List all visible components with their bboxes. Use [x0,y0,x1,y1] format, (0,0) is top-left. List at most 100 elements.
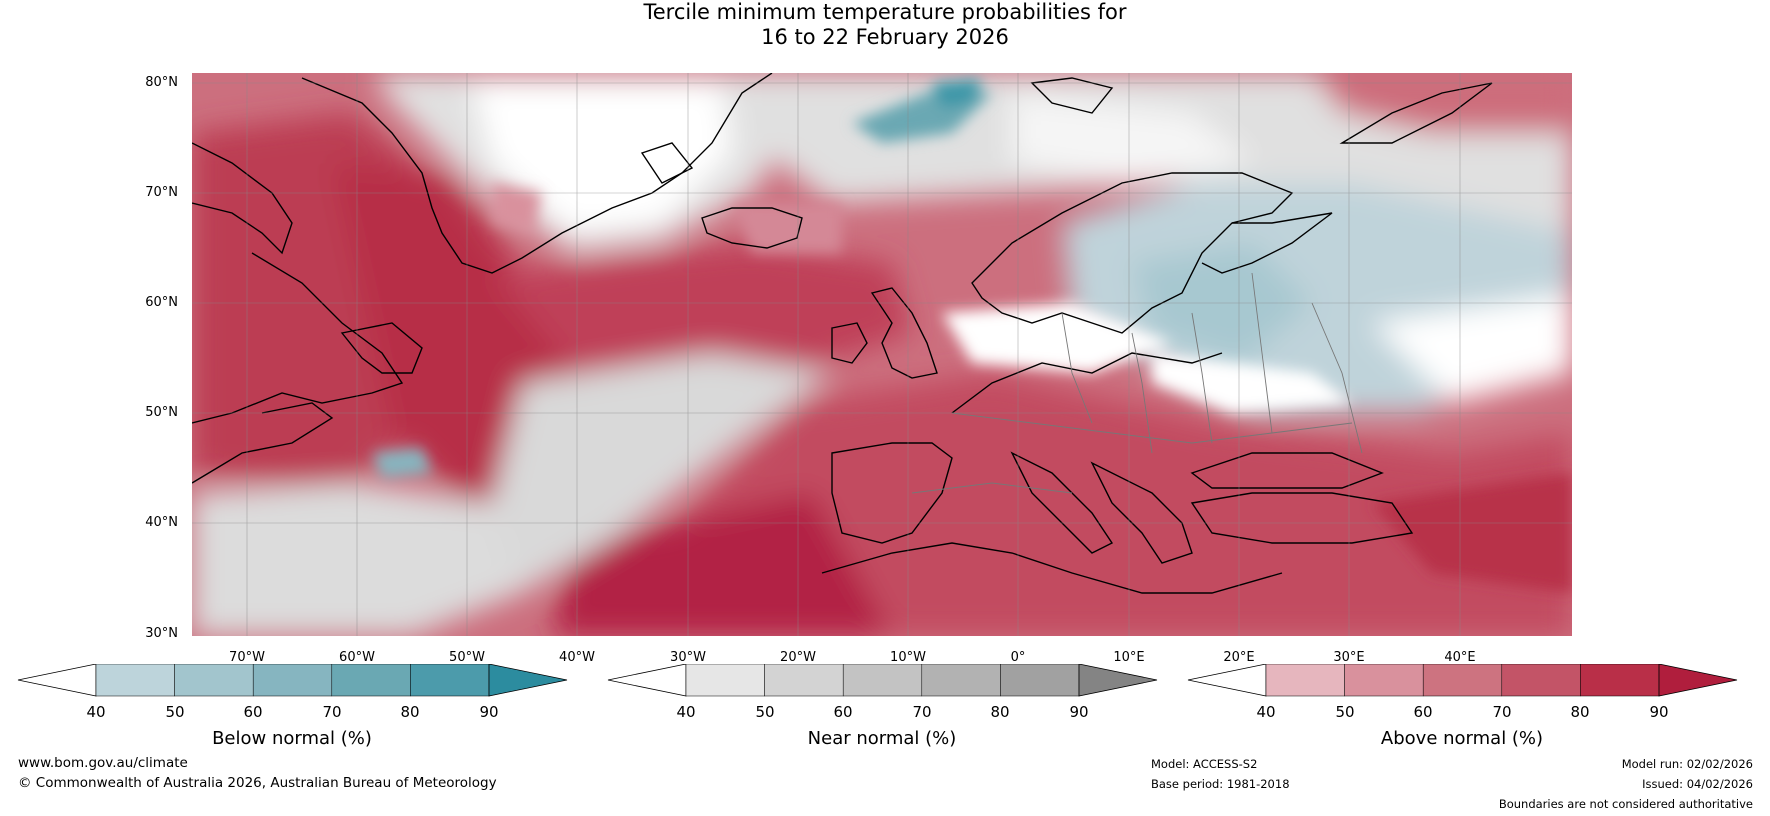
coast-scandinavia [971,172,1294,334]
cb1-tick-90: 90 [1069,703,1089,721]
cb2-tick-90: 90 [1649,703,1669,721]
lon-label-70w: 70°W [229,650,265,665]
colorbar-0-segment-2 [252,664,333,697]
cb2-tick-70: 70 [1492,703,1512,721]
coast-turkey [1190,492,1414,544]
footer-base-period: Base period: 1981-2018 [1151,777,1290,791]
border-2 [1131,332,1153,454]
region-arctic-white [1012,93,1252,183]
lon-label-60w: 60°W [339,650,375,665]
map-title: Tercile minimum temperature probabilitie… [0,0,1770,50]
lat-label-70: 70°N [145,185,178,200]
colorbar-0-segment-1 [174,664,254,697]
region-arctic-teal-core [932,78,982,108]
colorbar-1-segment-1 [764,664,844,697]
footer-copyright: © Commonwealth of Australia 2026, Austra… [18,775,497,791]
cb1-tick-70: 70 [912,703,932,721]
coastlines [192,73,1493,594]
colorbar-0-segment-0 [95,664,175,697]
cb0-tick-70: 70 [322,703,342,721]
footer-website: www.bom.gov.au/climate [18,755,188,771]
lat-label-30: 30°N [145,626,178,641]
lon-label-50w: 50°W [449,650,485,665]
coast-baffin [192,142,293,255]
lon-label-30w: 30°W [670,650,706,665]
colorbar-1-segment-0 [685,664,765,697]
borders [911,272,1363,494]
colorbar-below-normal [17,664,568,697]
colorbar-2-segment-3 [1501,664,1581,697]
colorbar-label-near: Near normal (%) [807,728,957,749]
cb2-tick-40: 40 [1256,703,1276,721]
region-france-white [942,303,1172,373]
cb2-tick-50: 50 [1335,703,1355,721]
lon-label-20e: 20°E [1223,650,1255,665]
cb0-tick-50: 50 [165,703,185,721]
region-europe-white [1152,353,1352,413]
colorbar-1-segment-3 [921,664,1001,697]
coast-nova-scotia [192,402,334,484]
border-3 [1191,312,1213,444]
coast-iceland [701,207,803,249]
cb1-tick-80: 80 [990,703,1010,721]
colorbar-2-segment-0 [1265,664,1345,697]
coast-black-sea [1190,452,1384,489]
region-atlantic-band [492,243,912,393]
border-1 [1061,312,1093,424]
lon-label-30e: 30°E [1333,650,1365,665]
coast-ireland [831,322,868,364]
lon-label-10e: 10°E [1113,650,1145,665]
cb1-tick-50: 50 [755,703,775,721]
region-greenland-red-patch [492,183,542,233]
cb2-tick-80: 80 [1570,703,1590,721]
coast-greenland [301,73,773,274]
cb0-tick-40: 40 [86,703,106,721]
footer-model: Model: ACCESS-S2 [1151,757,1258,771]
border-7 [911,482,1073,494]
graticule [192,73,1572,636]
footer-issued: Issued: 04/02/2026 [1642,777,1753,791]
colorbar-label-below: Below normal (%) [212,728,372,749]
colorbar-0-segment-3 [331,664,411,697]
colorbar-above-normal [1187,664,1738,697]
colorbar-1-segment-4 [1000,664,1080,697]
colorbar-label-above: Above normal (%) [1380,728,1544,749]
coast-svalbard [1030,77,1114,114]
colorbar-0-under-triangle [17,664,97,697]
cb0-tick-90: 90 [479,703,499,721]
colorbar-1-under-triangle [607,664,687,697]
region-east-white [1372,293,1572,403]
cb0-tick-60: 60 [243,703,263,721]
title-line-2: 16 to 22 February 2026 [761,25,1009,49]
border-6 [951,412,1353,444]
region-atlantic-blue-patch [372,448,432,478]
lat-label-80: 80°N [145,75,178,90]
lon-label-40w: 40°W [559,650,595,665]
colorbar-1-over-triangle [1078,664,1158,697]
lon-label-40e: 40°E [1444,650,1476,665]
coast-newfoundland [340,322,423,374]
cb0-tick-80: 80 [400,703,420,721]
footer-disclaimer: Boundaries are not considered authoritat… [1498,797,1753,811]
coast-east-greenland [640,142,694,184]
colorbar-2-under-triangle [1187,664,1267,697]
colorbar-0-over-triangle [488,664,568,697]
cb1-tick-60: 60 [833,703,853,721]
lon-label-10w: 10°W [890,650,926,665]
probability-map [192,73,1572,636]
colorbars [17,664,1738,697]
coast-north-africa [821,542,1283,594]
border-4 [1251,272,1273,434]
colorbar-2-segment-4 [1580,664,1660,697]
coast-finland-kola [1201,212,1333,274]
colorbar-2-segment-1 [1344,664,1424,697]
cb2-tick-60: 60 [1413,703,1433,721]
colorbar-2-segment-2 [1422,664,1503,697]
region-barents-above [1312,73,1572,133]
region-iceland-above [732,203,842,253]
lon-label-0: 0° [1010,650,1026,665]
border-5 [1311,302,1363,454]
coast-europe-north [951,352,1223,414]
region-turkey-above [1372,473,1572,593]
cb1-tick-40: 40 [676,703,696,721]
